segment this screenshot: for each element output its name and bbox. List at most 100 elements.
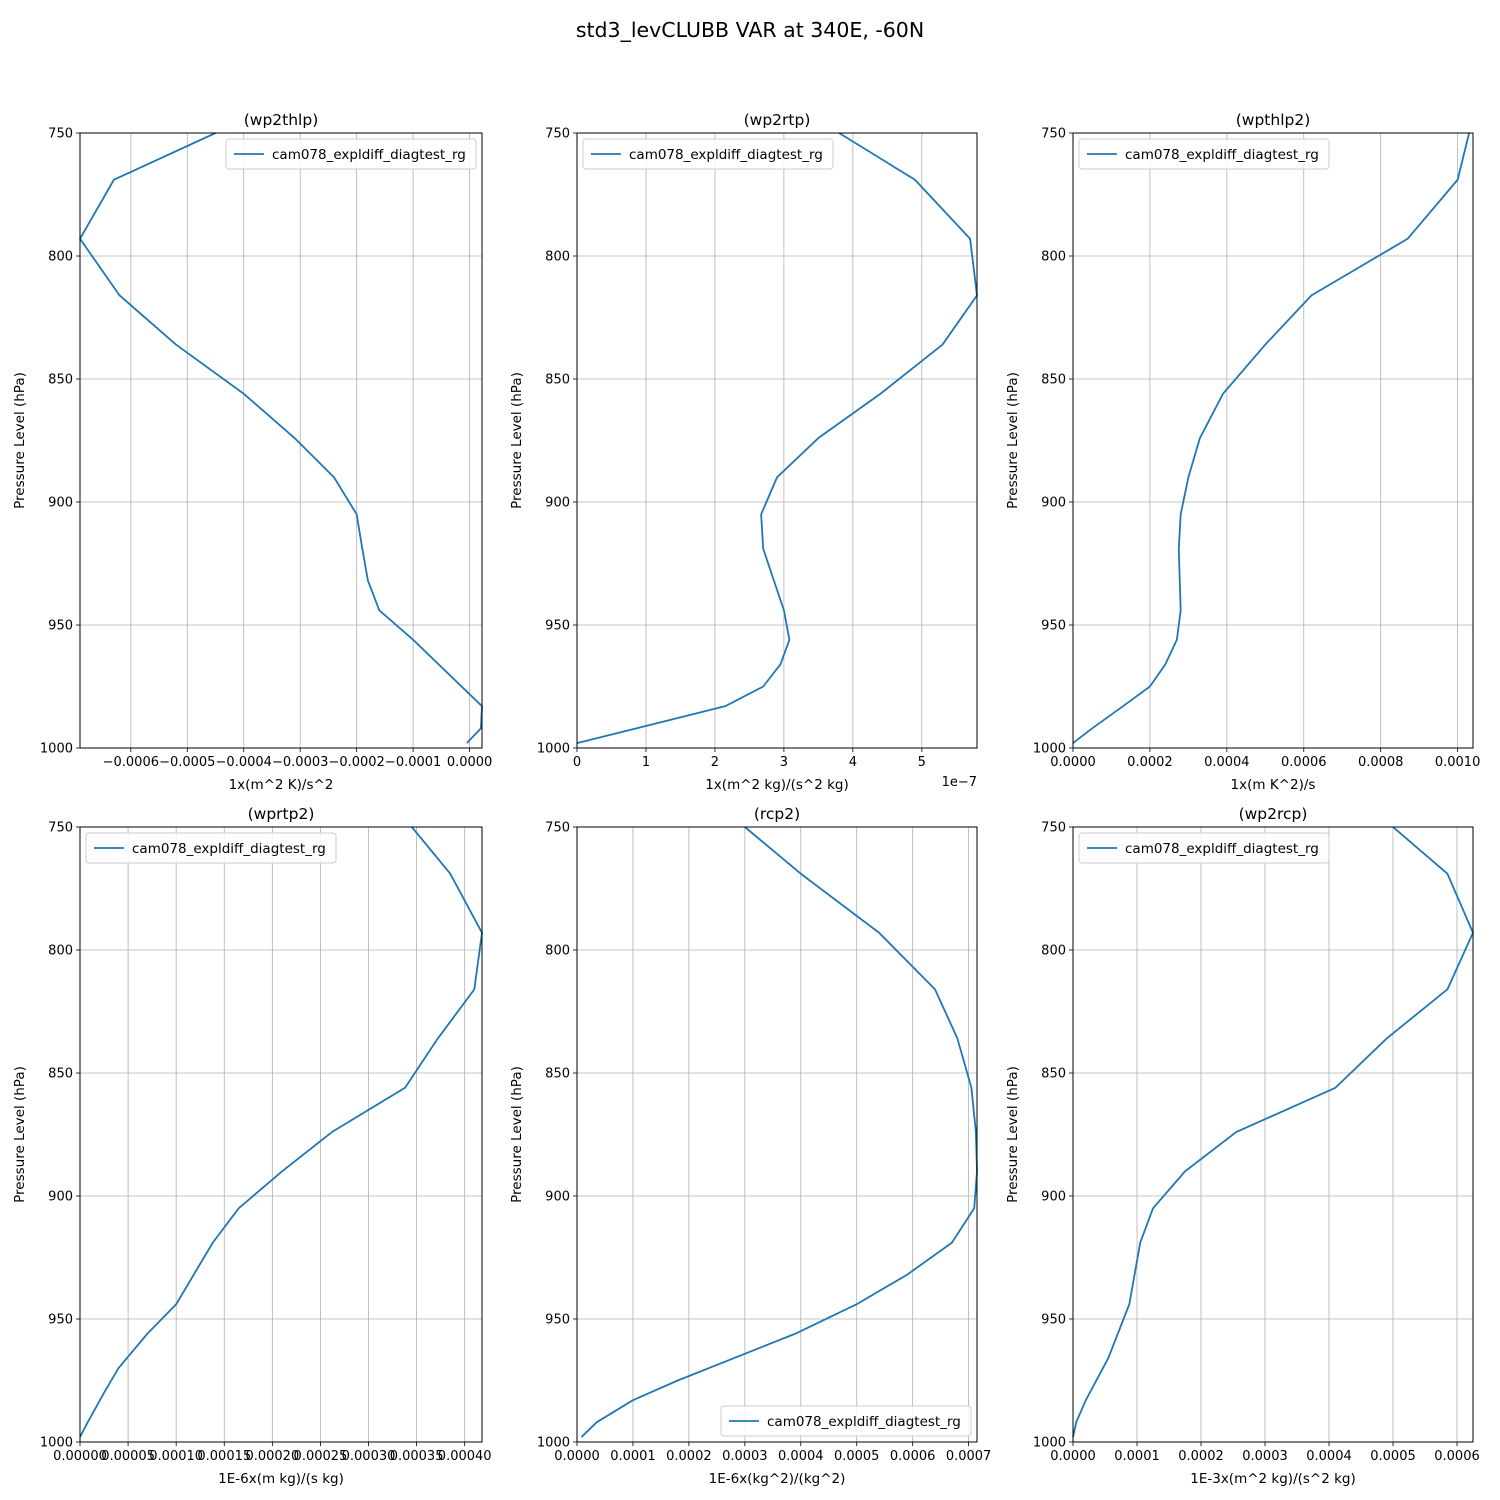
legend-box xyxy=(720,1405,972,1437)
y-axis-label: Pressure Level (hPa) xyxy=(509,1066,525,1203)
legend-box xyxy=(1078,138,1330,170)
legend-box xyxy=(582,138,834,170)
legend-label: cam078_expldiff_diagtest_rg xyxy=(132,841,326,857)
y-tick-label: 800 xyxy=(48,944,73,959)
x-tick-label: 0.00040 xyxy=(438,1449,492,1464)
subplot-title: (rcp2) xyxy=(754,805,800,823)
x-axis-label: 1E-6x(kg^2)/(kg^2) xyxy=(709,1471,846,1487)
y-tick-label: 800 xyxy=(48,250,73,265)
y-tick-label: 950 xyxy=(1041,619,1066,634)
legend: cam078_expldiff_diagtest_rg xyxy=(720,1405,972,1437)
x-tick-label: 0.0004 xyxy=(1204,755,1250,770)
y-tick-label: 750 xyxy=(545,821,570,836)
y-tick-label: 900 xyxy=(1041,496,1066,511)
x-tick-label: 0.00035 xyxy=(390,1449,444,1464)
x-offset-text: 1e−7 xyxy=(942,775,977,790)
y-tick-label: 850 xyxy=(48,373,73,388)
subplot-title: (wpthlp2) xyxy=(1236,111,1311,129)
axes-frame xyxy=(79,132,483,749)
y-tick-label: 950 xyxy=(545,1313,570,1328)
x-tick-label: 0.0003 xyxy=(1242,1449,1288,1464)
axes-frame xyxy=(576,826,978,1443)
x-tick-label: 0.0006 xyxy=(890,1449,936,1464)
x-tick-label: 0.0000 xyxy=(447,755,493,770)
subplot-5: 0.0000 0.0001 0.0002 0.0003 0.0004 0.0005 0.00… xyxy=(1005,805,1480,1487)
axes-frame xyxy=(1072,826,1474,1443)
subplot-2: 0.0000 0.0002 0.0004 0.0006 0.0008 0.0010 750 8… xyxy=(1005,111,1480,793)
axes-frame xyxy=(576,132,978,749)
series-line-0 xyxy=(79,826,483,1438)
series-line-0 xyxy=(576,132,978,744)
y-tick-label: 850 xyxy=(1041,373,1066,388)
x-tick-label: −0.0006 xyxy=(103,755,159,770)
y-tick-label: 850 xyxy=(545,373,570,388)
x-tick-label: 0.0002 xyxy=(666,1449,712,1464)
y-tick-label: 850 xyxy=(48,1067,73,1082)
x-axis-label: 1x(m^2 K)/s^2 xyxy=(229,777,334,793)
x-tick-label: 0.0008 xyxy=(1358,755,1404,770)
x-tick-label: 1 xyxy=(642,755,650,770)
y-tick-label: 800 xyxy=(1041,250,1066,265)
y-tick-label: 750 xyxy=(545,127,570,142)
x-tick-label: −0.0004 xyxy=(216,755,272,770)
x-tick-label: 4 xyxy=(849,755,857,770)
x-tick-label: 0.0001 xyxy=(1114,1449,1160,1464)
x-tick-label: 0.0004 xyxy=(778,1449,824,1464)
y-tick-label: 750 xyxy=(1041,821,1066,836)
x-axis-label: 1x(m K^2)/s xyxy=(1231,777,1316,793)
subplot-4: 0.0000 0.0001 0.0002 0.0003 0.0004 0.0005 0.00… xyxy=(509,805,991,1487)
x-tick-label: 0.0002 xyxy=(1127,755,1173,770)
y-tick-label: 1000 xyxy=(1033,742,1066,757)
x-tick-label: 0.0001 xyxy=(610,1449,656,1464)
legend: cam078_expldiff_diagtest_rg xyxy=(85,832,337,864)
subplot-title: (wprtp2) xyxy=(248,805,315,823)
x-axis-label: 1x(m^2 kg)/(s^2 kg) xyxy=(705,777,849,793)
y-axis-label: Pressure Level (hPa) xyxy=(509,372,525,509)
y-tick-label: 1000 xyxy=(40,1436,73,1451)
legend-label: cam078_expldiff_diagtest_rg xyxy=(629,147,823,163)
legend: cam078_expldiff_diagtest_rg xyxy=(225,138,477,170)
x-tick-label: 0.0004 xyxy=(1306,1449,1352,1464)
y-tick-label: 750 xyxy=(48,127,73,142)
x-tick-label: 0.0007 xyxy=(946,1449,992,1464)
x-tick-label: 0.0010 xyxy=(1435,755,1481,770)
y-tick-label: 1000 xyxy=(537,1436,570,1451)
y-tick-label: 900 xyxy=(48,496,73,511)
y-tick-label: 1000 xyxy=(537,742,570,757)
y-tick-label: 900 xyxy=(545,496,570,511)
legend-box xyxy=(85,832,337,864)
x-tick-label: 0.0006 xyxy=(1434,1449,1480,1464)
legend-box xyxy=(225,138,477,170)
y-tick-label: 800 xyxy=(1041,944,1066,959)
legend-label: cam078_expldiff_diagtest_rg xyxy=(272,147,466,163)
y-axis-label: Pressure Level (hPa) xyxy=(12,372,28,509)
x-tick-label: 0 xyxy=(573,755,581,770)
x-tick-label: 0.0002 xyxy=(1178,1449,1224,1464)
y-tick-label: 850 xyxy=(545,1067,570,1082)
y-tick-label: 950 xyxy=(48,619,73,634)
x-tick-label: 0.00000 xyxy=(53,1449,107,1464)
y-tick-label: 750 xyxy=(48,821,73,836)
y-tick-label: 850 xyxy=(1041,1067,1066,1082)
y-tick-label: 950 xyxy=(48,1313,73,1328)
axes-frame xyxy=(1072,132,1474,749)
y-tick-label: 1000 xyxy=(40,742,73,757)
x-tick-label: 0.0000 xyxy=(1050,1449,1096,1464)
x-tick-label: 0.0005 xyxy=(1370,1449,1416,1464)
y-tick-label: 800 xyxy=(545,250,570,265)
y-tick-label: 950 xyxy=(545,619,570,634)
y-tick-label: 800 xyxy=(545,944,570,959)
series-line-0 xyxy=(79,132,483,744)
y-tick-label: 950 xyxy=(1041,1313,1066,1328)
x-tick-label: −0.0002 xyxy=(328,755,384,770)
x-axis-label: 1E-3x(m^2 kg)/(s^2 kg) xyxy=(1190,1471,1356,1487)
legend: cam078_expldiff_diagtest_rg xyxy=(582,138,834,170)
x-tick-label: 0.00020 xyxy=(245,1449,299,1464)
y-tick-label: 900 xyxy=(1041,1190,1066,1205)
y-tick-label: 900 xyxy=(48,1190,73,1205)
subplot-3: 0.000000.000050.000100.000150.000200.000… xyxy=(12,805,492,1487)
subplot-1: 0 1 2 3 4 5 750 800 850 900 950 1000 (wp2rtp) 1x(m^2 … xyxy=(509,111,978,793)
x-tick-label: 0.0000 xyxy=(1050,755,1096,770)
y-axis-label: Pressure Level (hPa) xyxy=(12,1066,28,1203)
